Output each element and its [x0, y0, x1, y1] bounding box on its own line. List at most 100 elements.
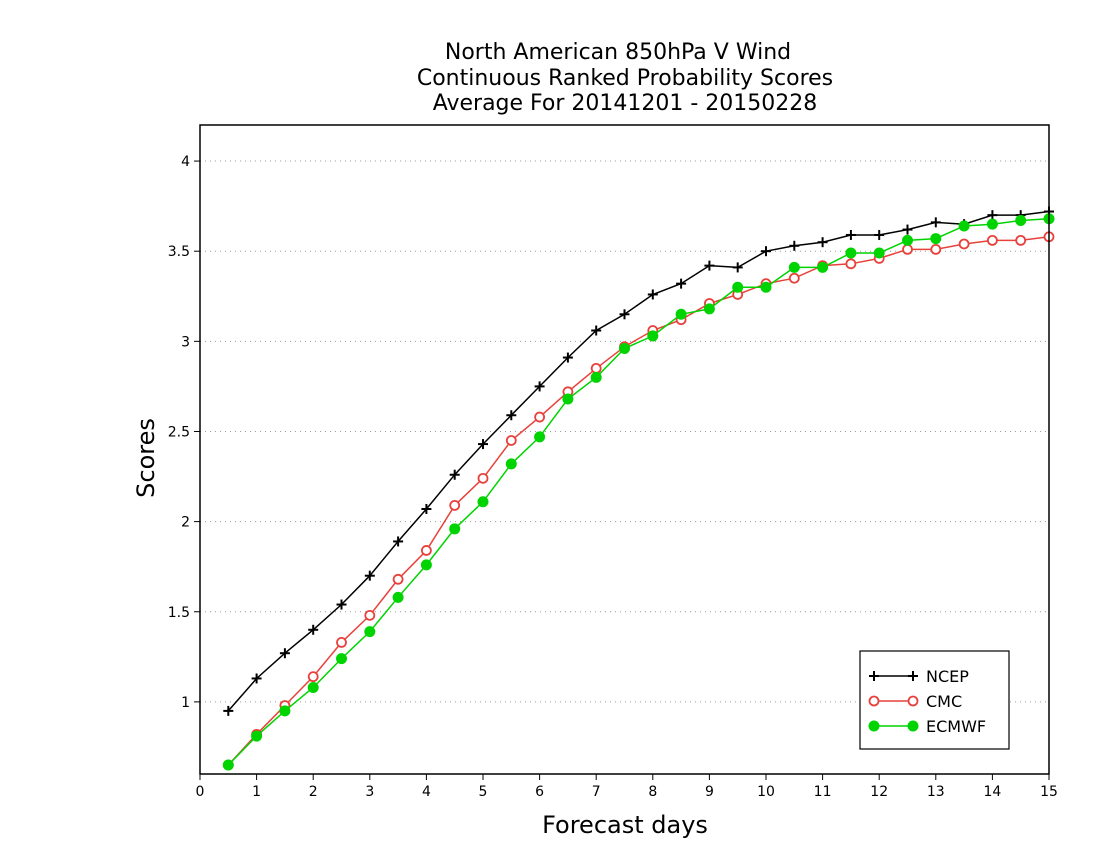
data-point-cmc — [987, 234, 998, 246]
data-point-ncep — [987, 210, 998, 221]
series-line-ncep — [227, 210, 1050, 712]
data-point-ecmwf — [449, 523, 461, 535]
data-point-ecmwf — [760, 281, 772, 293]
data-point-ecmwf — [336, 653, 347, 665]
data-point-ecmwf — [788, 261, 800, 273]
grid-lines — [200, 160, 1049, 703]
data-point-ecmwf — [420, 559, 432, 571]
data-point-ncep — [591, 325, 602, 336]
data-point-ecmwf — [845, 247, 857, 259]
data-point-ncep — [704, 260, 715, 271]
x-tick-label: 9 — [705, 784, 714, 800]
data-point-ecmwf — [703, 303, 715, 315]
y-axis-ticks: 1 1.5 2 2.5 3 3.5 4 — [168, 154, 200, 711]
data-point-ncep — [817, 237, 828, 248]
data-point-ncep — [761, 246, 771, 257]
legend-label-ncep: NCEP — [926, 667, 969, 686]
data-point-cmc — [788, 272, 800, 284]
data-point-ecmwf — [562, 393, 574, 405]
data-point-ecmwf — [251, 730, 263, 742]
data-point-ncep — [534, 381, 545, 392]
data-point-ecmwf — [307, 681, 319, 693]
x-tick-label: 12 — [870, 784, 888, 800]
x-tick-label: 5 — [479, 784, 488, 800]
data-point-cmc — [449, 499, 461, 511]
x-tick-label: 2 — [309, 784, 318, 800]
plot-frame — [199, 124, 1050, 775]
data-point-ecmwf — [902, 234, 913, 246]
x-tick-label: 15 — [1040, 784, 1058, 800]
legend-item-ncep: NCEP — [869, 667, 969, 686]
data-point-ecmwf — [986, 218, 998, 230]
legend-label-cmc: CMC — [926, 692, 962, 711]
data-point-cmc — [392, 573, 404, 585]
data-point-ncep — [251, 673, 262, 684]
data-point-cmc — [534, 411, 545, 423]
data-point-cmc — [958, 238, 970, 250]
data-point-cmc — [590, 362, 602, 374]
data-point-ecmwf — [505, 458, 517, 470]
data-point-ecmwf — [477, 496, 489, 508]
y-tick-label: 3 — [181, 334, 190, 350]
data-point-ecmwf — [364, 626, 376, 638]
legend-box — [859, 650, 1010, 750]
y-tick-label: 2 — [181, 515, 190, 531]
legend-marker-ncep — [869, 671, 879, 681]
data-point-cmc — [845, 258, 857, 270]
data-point-cmc — [420, 545, 432, 556]
y-tick-label: 1 — [181, 695, 190, 711]
data-point-ecmwf — [817, 261, 829, 273]
x-tick-label: 0 — [196, 784, 205, 800]
y-tick-label: 2.5 — [168, 424, 190, 440]
data-point-ecmwf — [590, 371, 602, 383]
data-point-ncep — [732, 262, 743, 273]
data-point-ncep — [902, 224, 913, 235]
data-point-cmc — [902, 243, 913, 255]
legend-marker-cmc — [907, 695, 919, 707]
data-point-ecmwf — [958, 220, 970, 232]
chart-title: North American 850hPa V Wind Continuous … — [417, 40, 833, 116]
data-point-ncep — [789, 240, 800, 251]
legend: NCEP CMC ECMWF — [859, 650, 1010, 750]
x-axis-ticks: 0 1 2 3 4 5 6 7 8 9 10 11 12 13 14 15 — [196, 774, 1058, 800]
data-point-ecmwf — [732, 281, 744, 293]
data-point-ncep — [619, 309, 630, 320]
x-tick-label: 11 — [814, 784, 832, 800]
x-tick-label: 14 — [983, 784, 1001, 800]
y-tick-label: 1.5 — [168, 605, 190, 621]
series-layer — [222, 206, 1055, 771]
data-point-ncep — [647, 289, 658, 300]
data-point-cmc — [477, 472, 489, 484]
data-point-cmc — [1015, 234, 1027, 246]
y-tick-label: 4 — [181, 154, 190, 170]
legend-item-ecmwf: ECMWF — [868, 717, 986, 736]
data-point-ncep — [223, 705, 234, 716]
legend-marker-ncep — [908, 671, 918, 681]
data-point-ncep — [676, 278, 687, 289]
x-tick-label: 10 — [757, 784, 775, 800]
data-point-ncep — [421, 503, 432, 514]
x-tick-label: 3 — [365, 784, 374, 800]
data-point-ncep — [279, 648, 290, 659]
data-point-cmc — [505, 435, 517, 446]
legend-label-ecmwf: ECMWF — [926, 717, 986, 736]
series-ncep — [223, 206, 1054, 716]
data-point-ncep — [506, 410, 517, 421]
data-point-ncep — [874, 229, 885, 240]
title-line-3: Average For 20141201 - 20150228 — [433, 91, 818, 116]
data-point-ecmwf — [1015, 215, 1027, 227]
legend-marker-cmc — [868, 695, 880, 707]
y-axis-label: Scores — [132, 418, 160, 498]
data-point-ncep — [364, 570, 375, 581]
x-tick-label: 7 — [592, 784, 601, 800]
x-tick-label: 1 — [252, 784, 261, 800]
data-point-ncep — [930, 217, 941, 228]
series-ecmwf — [222, 213, 1055, 771]
data-point-ncep — [393, 536, 404, 547]
data-point-ecmwf — [675, 308, 687, 320]
data-point-cmc — [307, 671, 319, 683]
legend-marker-ecmwf — [868, 720, 880, 732]
title-line-2: Continuous Ranked Probability Scores — [417, 66, 833, 91]
data-point-ncep — [336, 599, 347, 610]
